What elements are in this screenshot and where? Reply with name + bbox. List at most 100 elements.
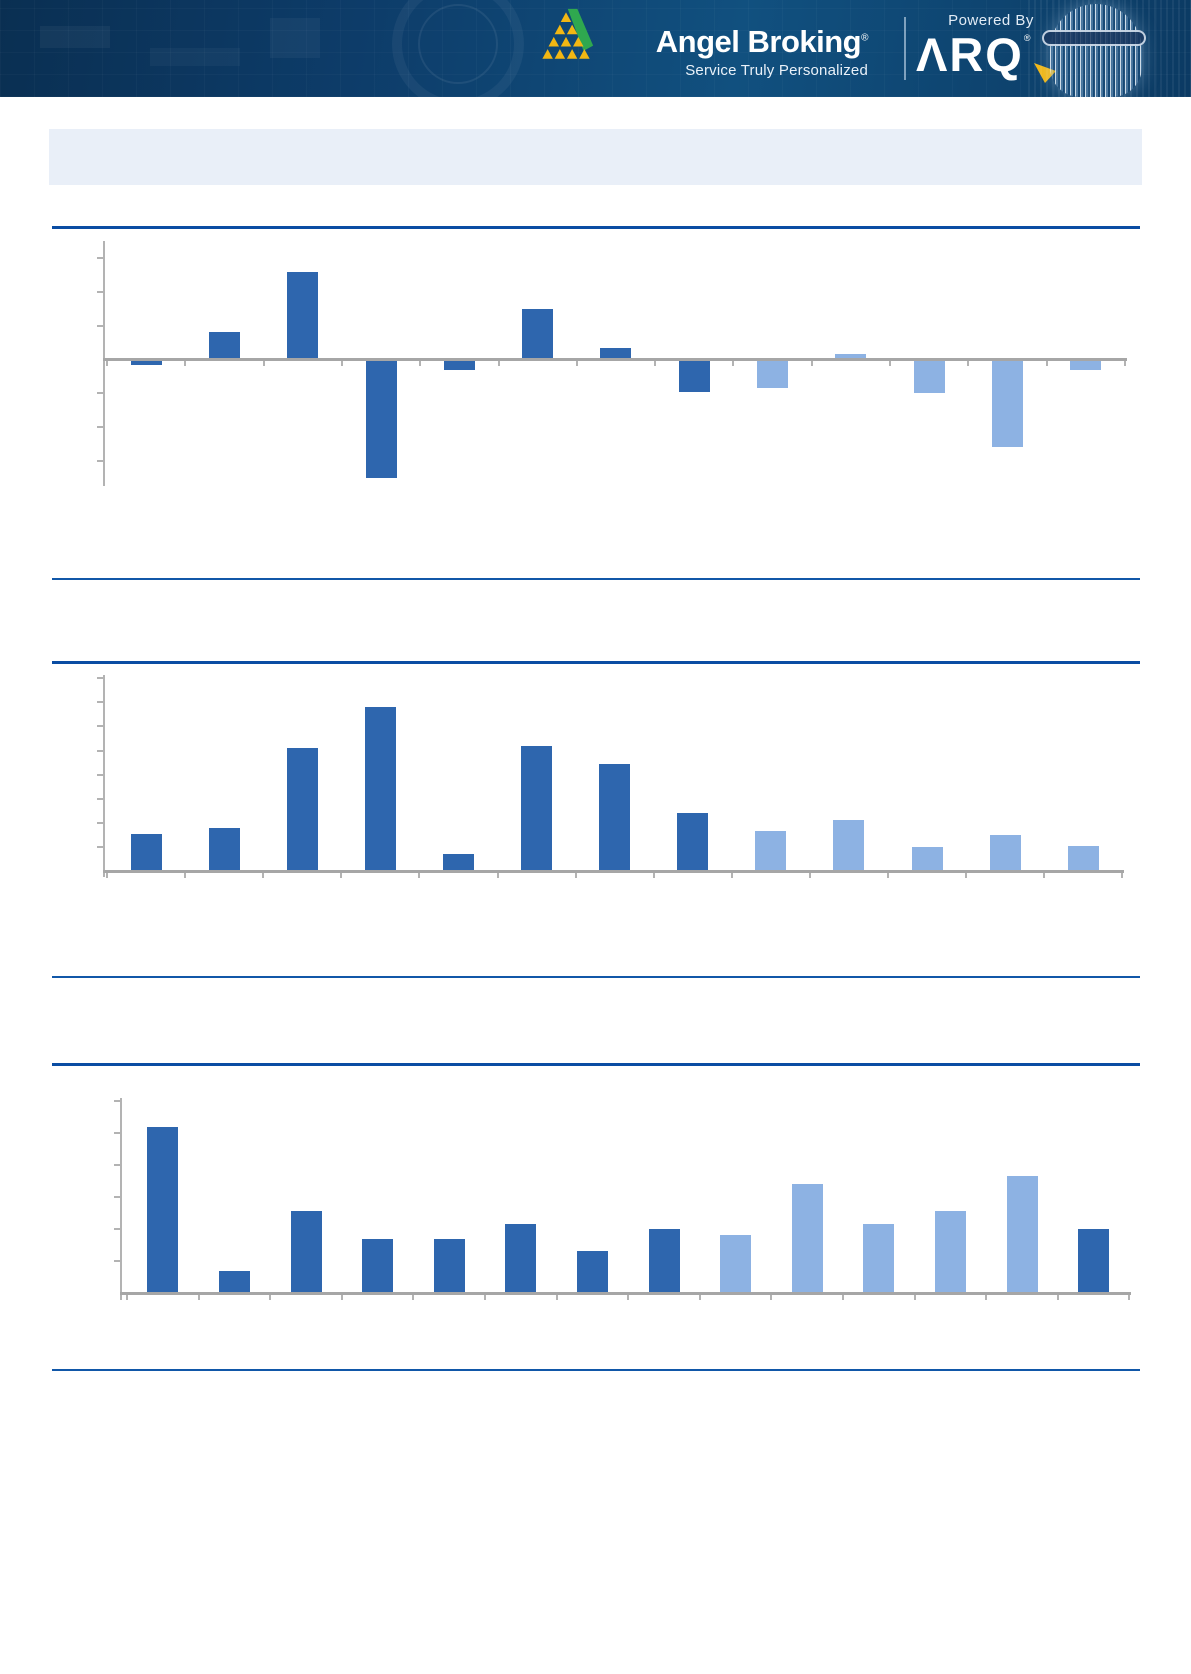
y-axis	[120, 1098, 122, 1300]
x-tick	[340, 361, 343, 366]
x-tick	[1121, 872, 1124, 878]
gear-circle-inner	[418, 4, 498, 84]
arq-logo-text: ΛRQ	[916, 28, 1024, 81]
x-tick	[652, 872, 655, 878]
gear-circle-motif	[392, 0, 524, 97]
bar	[286, 748, 318, 871]
divider-thin-3	[52, 1369, 1140, 1371]
x-tick	[730, 872, 733, 878]
x-tick	[497, 361, 500, 366]
arq-arrow-icon	[1034, 63, 1056, 83]
x-tick	[184, 872, 187, 878]
circuit-pattern-overlay	[0, 0, 1191, 97]
bar	[521, 745, 553, 871]
header-banner: Angel Broking® Service Truly Personalize…	[0, 0, 1191, 97]
x-tick	[967, 361, 970, 366]
bar	[365, 359, 397, 478]
x-tick	[627, 1294, 630, 1300]
bar	[600, 347, 632, 360]
x-tick	[262, 872, 265, 878]
bar	[863, 1224, 895, 1293]
x-tick	[106, 361, 108, 366]
y-tick	[114, 1132, 121, 1134]
bar	[290, 1211, 322, 1293]
x-tick	[269, 1294, 272, 1300]
bar	[677, 813, 709, 871]
y-tick	[97, 257, 104, 260]
x-tick	[1056, 1294, 1059, 1300]
robot-visor	[1042, 30, 1146, 46]
x-tick	[808, 872, 811, 878]
y-tick	[97, 725, 104, 728]
bar	[364, 707, 396, 871]
x-tick	[419, 361, 422, 366]
angel-broking-logo	[538, 5, 594, 72]
y-tick	[114, 1228, 121, 1230]
x-tick	[889, 361, 891, 366]
y-tick	[114, 1164, 121, 1166]
bar	[791, 1184, 823, 1293]
divider-thin-2	[52, 976, 1140, 978]
bar	[362, 1238, 394, 1293]
bar	[1006, 1176, 1038, 1293]
x-tick	[340, 1294, 343, 1300]
bar	[433, 1238, 465, 1293]
x-tick	[197, 1294, 200, 1300]
x-tick	[1043, 872, 1046, 878]
pyramid-triangles-icon	[542, 8, 594, 59]
bar	[218, 1270, 250, 1293]
x-tick	[262, 361, 265, 366]
divider-thin-1	[52, 578, 1140, 580]
bar	[522, 308, 554, 360]
divider-thick-2	[52, 661, 1140, 664]
header-vertical-divider	[904, 17, 906, 80]
x-tick	[106, 872, 108, 878]
brand-tagline: Service Truly Personalized	[685, 62, 868, 79]
bar	[1078, 1229, 1110, 1293]
x-tick	[555, 1294, 558, 1300]
x-tick	[340, 872, 343, 878]
bar	[1067, 845, 1099, 871]
x-tick	[1128, 1294, 1131, 1300]
y-tick	[114, 1260, 121, 1262]
divider-thick-3	[52, 1063, 1140, 1066]
bar	[833, 820, 865, 871]
brand-name: Angel Broking®	[655, 24, 869, 59]
x-axis	[103, 358, 1127, 361]
bar	[147, 1126, 179, 1293]
bar	[1070, 359, 1102, 370]
x-axis	[103, 869, 1125, 873]
x-tick	[126, 1294, 128, 1300]
x-tick	[842, 1294, 844, 1300]
bar	[442, 854, 474, 871]
x-tick	[887, 872, 889, 878]
bar	[208, 332, 240, 360]
bar	[208, 827, 240, 871]
x-tick	[496, 872, 499, 878]
y-tick	[97, 749, 104, 752]
y-tick	[97, 324, 104, 327]
x-tick	[985, 1294, 988, 1300]
x-tick	[574, 872, 577, 878]
arq-registered-mark: ®	[1024, 33, 1031, 43]
y-tick	[97, 677, 104, 680]
bar	[757, 359, 789, 389]
y-axis	[103, 675, 105, 877]
bar	[720, 1235, 752, 1293]
y-tick	[97, 845, 104, 848]
bar	[576, 1251, 608, 1293]
x-tick	[770, 1294, 773, 1300]
bar	[911, 846, 943, 871]
x-tick	[965, 872, 968, 878]
bar	[648, 1229, 680, 1293]
x-tick	[418, 872, 421, 878]
x-tick	[412, 1294, 415, 1300]
bar	[443, 359, 475, 370]
bar	[130, 359, 162, 365]
x-tick	[1045, 361, 1048, 366]
arq-logo: ΛRQ®	[916, 28, 1086, 83]
bar	[130, 833, 162, 871]
x-tick	[698, 1294, 701, 1300]
